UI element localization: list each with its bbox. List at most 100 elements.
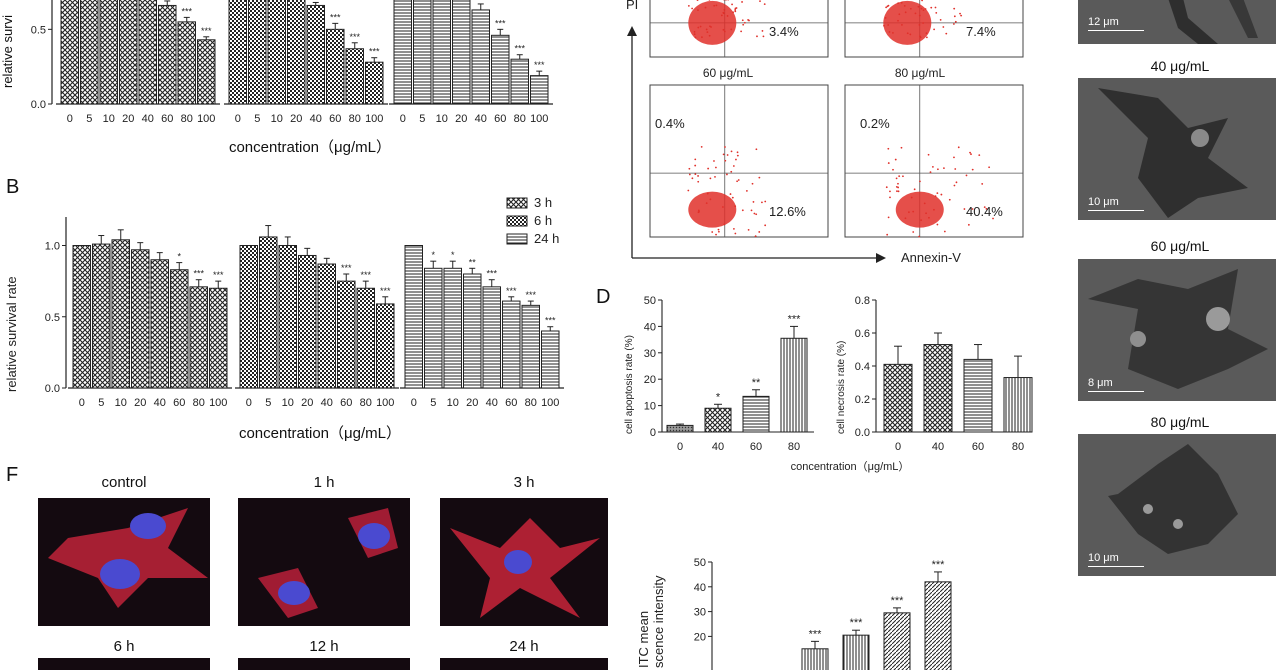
flow-event (933, 208, 935, 211)
flow-event (897, 2, 900, 5)
bar (842, 634, 870, 670)
flow-event (764, 200, 767, 203)
y-tick-label: 0.0 (855, 427, 870, 439)
flow-plot (649, 0, 829, 58)
flow-event (715, 233, 717, 236)
flow-event (983, 206, 986, 209)
flow-event (936, 192, 939, 195)
micro-image-12h (238, 658, 410, 670)
significance-label: * (431, 250, 435, 260)
bar (963, 358, 993, 433)
flow-event (736, 151, 739, 154)
flow-event (935, 11, 938, 14)
bar (158, 4, 177, 105)
micro-image-3h (440, 498, 608, 626)
flow-event (742, 23, 745, 26)
x-tick-label: 20 (134, 397, 146, 409)
flow-event (741, 209, 744, 212)
y-tick-label: 0.4 (855, 361, 870, 373)
micro-label-12h: 12 h (309, 638, 339, 655)
flow-event (981, 183, 984, 185)
flow-event (892, 168, 894, 171)
x-tick-label: 5 (419, 113, 425, 125)
flow-event (960, 14, 963, 17)
flow-event (895, 186, 898, 188)
significance-label: *** (534, 60, 545, 70)
flow-event (910, 196, 913, 199)
flow-event (697, 9, 699, 12)
flow-event (747, 19, 749, 21)
flow-event (953, 7, 956, 10)
flow-event (967, 223, 970, 226)
flow-event (886, 5, 889, 8)
micro-label-24h: 24 h (509, 638, 539, 655)
flow-event (921, 0, 923, 2)
flow-event (706, 192, 709, 195)
flow-event (895, 177, 898, 180)
bar (150, 259, 169, 389)
flow-event (722, 153, 725, 156)
flow-event (914, 12, 917, 15)
flow-event (730, 170, 733, 173)
y-tick-label: 0.5 (45, 312, 60, 324)
flow-event (898, 175, 901, 178)
flow-event (732, 11, 735, 14)
flow-event (906, 32, 909, 35)
significance-label: *** (486, 269, 497, 279)
flow-event (885, 186, 888, 189)
flow-event (942, 26, 945, 28)
bar (413, 0, 432, 105)
flow-cell-cluster (688, 191, 737, 228)
flow-event (713, 4, 716, 7)
bar (452, 0, 471, 105)
flow-event (697, 180, 700, 183)
flow-label-80: 80 μg/mL (894, 66, 946, 80)
flow-event (722, 28, 725, 31)
significance-label: * (177, 252, 181, 262)
chart-B-ylabel: relative survival rate (4, 276, 19, 392)
flow-event (936, 168, 939, 171)
flow-event (727, 0, 730, 1)
flow-event (724, 159, 727, 162)
x-tick-label: 0 (411, 397, 417, 409)
flow-event (759, 0, 761, 3)
y-tick-label: 0 (650, 427, 656, 439)
flow-event (745, 190, 748, 192)
bar (239, 245, 258, 389)
y-tick-label: 0.2 (855, 394, 870, 406)
significance-label: ** (752, 377, 761, 389)
flow-event (925, 32, 928, 35)
flow-cell-cluster (688, 0, 737, 45)
flow-event (694, 36, 697, 39)
x-tick-label: 100 (530, 113, 548, 125)
y-tick-label: 40 (694, 582, 706, 594)
flow-event (724, 146, 726, 148)
flow-event (894, 158, 897, 161)
x-tick-label: 60 (750, 441, 762, 453)
flow-event (920, 219, 923, 222)
y-tick-label: 50 (644, 295, 656, 307)
bar (923, 344, 953, 433)
flow-event (730, 150, 733, 153)
x-tick-label: 80 (181, 113, 193, 125)
chart-B-legend: 3 h 6 h 24 h (506, 194, 559, 248)
flow-event (731, 196, 734, 199)
significance-label: *** (369, 47, 380, 57)
flow-event (992, 217, 994, 220)
flow-event (761, 201, 763, 204)
bar (306, 4, 325, 105)
flow-event (698, 210, 700, 213)
bar (317, 263, 336, 389)
flow-event (696, 0, 699, 1)
flow-event (953, 156, 955, 159)
flow-event (721, 206, 724, 208)
flow-pi-label: PI (626, 0, 639, 12)
flow-event (908, 211, 910, 214)
panel-letter-D: D (596, 286, 611, 308)
bar (197, 39, 216, 105)
flow-event (925, 212, 927, 215)
flow-event (889, 190, 891, 193)
significance-label: ** (469, 257, 477, 267)
significance-label: *** (932, 559, 946, 571)
flow-event (740, 30, 743, 33)
